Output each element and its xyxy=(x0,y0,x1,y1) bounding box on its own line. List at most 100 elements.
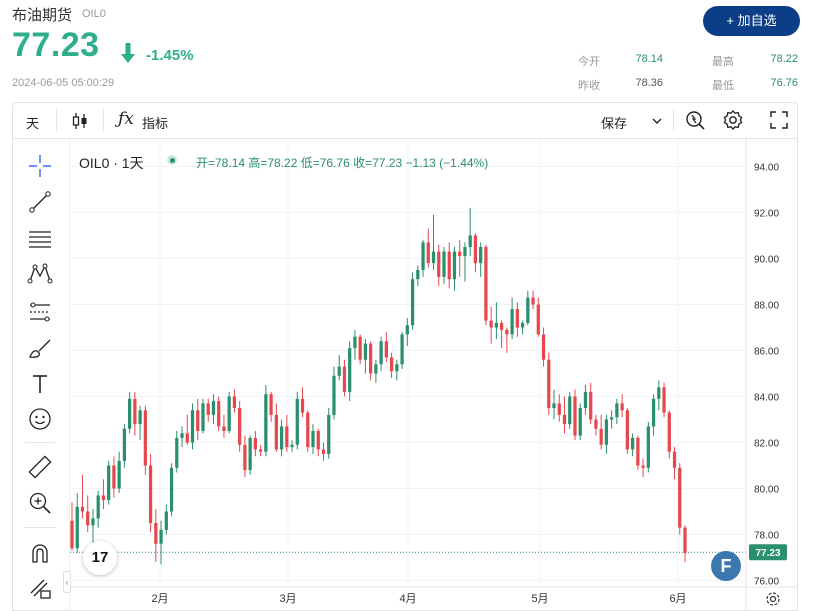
candle-body xyxy=(70,520,74,549)
candle-body xyxy=(300,398,305,413)
quick-search-icon[interactable] xyxy=(684,109,706,131)
emoji-icon[interactable] xyxy=(27,406,53,432)
candle-body xyxy=(678,467,682,528)
candle-body xyxy=(295,398,299,445)
candle-body xyxy=(384,341,388,358)
candle-body xyxy=(122,428,127,461)
candle-body xyxy=(604,419,609,445)
candle-body xyxy=(91,518,95,526)
y-tick-label: 92.00 xyxy=(754,209,779,220)
x-tick-label: 5月 xyxy=(531,593,548,605)
interval-selector[interactable]: 天 xyxy=(26,116,40,131)
candlestick-chart[interactable]: 94.00 92.00 90.00 88.00 86.00 84.00 82.00 80.00… xyxy=(70,139,798,610)
brush-icon[interactable] xyxy=(27,336,53,362)
candle-body xyxy=(285,426,289,448)
pattern-icon[interactable] xyxy=(27,261,53,287)
candle-body xyxy=(562,414,567,425)
collapse-toolbar-button[interactable]: ‹ xyxy=(63,571,71,593)
legend-ohlc: 开=78.14 高=78.22 低=76.76 收=77.23 −1.13 (−… xyxy=(196,156,489,170)
arrow-down-icon xyxy=(121,43,135,63)
crosshair-icon[interactable] xyxy=(27,153,53,179)
candle-body xyxy=(473,235,478,264)
gear-icon[interactable] xyxy=(722,109,744,131)
candle-body xyxy=(672,451,677,468)
candle-body xyxy=(594,419,598,429)
function-icon[interactable]: ƒx xyxy=(118,109,134,129)
candle-body xyxy=(159,529,163,544)
candle-body xyxy=(589,391,593,420)
save-button[interactable]: 保存 xyxy=(601,116,628,131)
candle-body xyxy=(196,410,200,431)
fib-icon[interactable] xyxy=(27,226,53,252)
candle-body xyxy=(520,322,525,328)
candles-icon[interactable] xyxy=(70,111,90,131)
tradingview-logo[interactable]: 17 xyxy=(83,541,117,575)
x-tick-label: 3月 xyxy=(279,593,296,605)
candle-body xyxy=(348,348,352,392)
candle-body xyxy=(541,334,546,360)
high-label: 最高 xyxy=(712,56,734,68)
candle-body xyxy=(405,325,409,335)
candle-body xyxy=(479,247,483,264)
candle-body xyxy=(667,412,671,452)
candle-body xyxy=(175,437,179,468)
brand-logo: F xyxy=(711,551,741,581)
lock-pencil-icon[interactable] xyxy=(27,575,53,601)
candle-body xyxy=(342,366,347,392)
text-icon[interactable] xyxy=(27,371,53,397)
status-dot xyxy=(167,155,177,165)
candle-body xyxy=(683,527,687,553)
legend-symbol: OIL0 · 1天 xyxy=(79,155,144,171)
candle-body xyxy=(248,437,252,471)
y-tick-label: 86.00 xyxy=(754,347,779,358)
trendline-icon[interactable] xyxy=(27,189,53,215)
candle-body xyxy=(86,511,90,526)
chevron-down-icon[interactable] xyxy=(651,115,663,127)
settings-icon[interactable] xyxy=(765,591,781,607)
x-tick-label: 4月 xyxy=(399,593,416,605)
instrument-name: 布油期货 xyxy=(12,7,73,24)
candle-body xyxy=(646,426,650,468)
candle-body xyxy=(531,297,535,305)
magnet-icon[interactable] xyxy=(27,540,53,566)
candle-body xyxy=(526,297,530,323)
candle-body xyxy=(101,495,106,500)
candle-body xyxy=(243,444,247,471)
candle-body xyxy=(499,322,504,330)
instrument-code: OIL0 xyxy=(82,8,106,20)
y-tick-label: 88.00 xyxy=(754,301,779,312)
candle-body xyxy=(395,364,399,372)
channel-icon[interactable] xyxy=(27,299,53,325)
add-watchlist-button[interactable]: + 加自选 xyxy=(703,6,800,36)
indicators-button[interactable]: 指标 xyxy=(142,116,169,131)
drawing-toolbar: ‹ xyxy=(13,139,71,610)
candle-body xyxy=(180,433,184,438)
candle-body xyxy=(80,506,85,512)
candle-body xyxy=(583,391,588,408)
zoom-in-icon[interactable] xyxy=(27,490,53,516)
candle-body xyxy=(610,417,614,420)
candle-body xyxy=(389,357,394,372)
candle-body xyxy=(636,437,640,466)
candle-body xyxy=(416,270,420,280)
ruler-icon[interactable] xyxy=(27,454,53,480)
candle-body xyxy=(332,375,336,415)
candle-body xyxy=(311,431,315,448)
candle-body xyxy=(615,403,619,418)
candle-body xyxy=(515,309,519,328)
candle-body xyxy=(274,414,278,450)
last-price-tag xyxy=(749,544,787,561)
candle-body xyxy=(494,322,499,328)
candle-body xyxy=(369,343,373,374)
candle-body xyxy=(143,410,147,466)
candle-body xyxy=(379,341,383,365)
last-price: 77.23 xyxy=(12,26,100,64)
candle-body xyxy=(458,251,462,257)
candle-body xyxy=(75,506,79,549)
candle-body xyxy=(190,410,195,443)
fullscreen-icon[interactable] xyxy=(769,110,789,130)
candle-body xyxy=(327,414,331,454)
timestamp: 2024-06-05 05:00:29 xyxy=(12,77,115,89)
chart-container: ‹ 94.00 92.00 90.00 88.00 86.00 84.00 82.00 80.… xyxy=(12,138,798,611)
y-tick-label: 94.00 xyxy=(754,163,779,174)
